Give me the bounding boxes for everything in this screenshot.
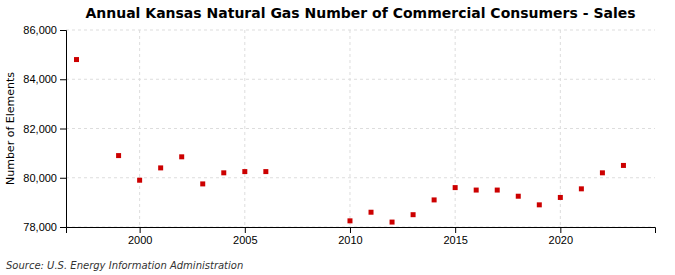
tick-mark (60, 129, 66, 130)
tick-label: 78,000 (23, 221, 57, 233)
point (558, 195, 563, 200)
point (621, 163, 626, 168)
tick-mark (140, 227, 141, 233)
tick-label: 80,000 (23, 172, 57, 184)
point (263, 169, 268, 174)
x-axis: 2000 2005 2010 2015 2020 (67, 227, 656, 246)
chart: 2000 2005 2010 2015 2020 78,000 80,000 82,000 84… (0, 0, 675, 275)
tick: 2010 (338, 227, 362, 246)
points (74, 57, 626, 225)
tick-label: 2010 (338, 234, 362, 246)
grid-line (66, 79, 655, 80)
grid-line (244, 30, 245, 227)
tick-mark (60, 79, 66, 80)
tick-mark (60, 178, 66, 179)
axis-title: Number of Elements (4, 72, 17, 185)
point (74, 57, 79, 62)
grid-line (455, 30, 456, 227)
point (516, 194, 521, 199)
tick-mark (455, 227, 456, 233)
tick-mark (350, 227, 351, 233)
grid-line (66, 30, 655, 31)
point (137, 178, 142, 183)
y-axis: 78,000 80,000 82,000 84,000 86,000 (23, 24, 66, 233)
point (474, 188, 479, 193)
tick-mark (60, 30, 66, 31)
point (411, 212, 416, 217)
tick: 80,000 (23, 172, 66, 184)
point (347, 218, 352, 223)
point (158, 165, 163, 170)
grid-line (66, 128, 655, 129)
point (179, 154, 184, 159)
tick: 82,000 (23, 123, 66, 135)
title: Annual Kansas Natural Gas Number of Comm… (85, 5, 635, 21)
tick-label: 2015 (443, 234, 467, 246)
tick-label: 82,000 (23, 123, 57, 135)
tick-label: 84,000 (23, 73, 57, 85)
tick-label: 86,000 (23, 24, 57, 36)
tick: 2005 (233, 227, 257, 246)
grid-line (139, 30, 140, 227)
tick-mark (60, 227, 66, 228)
point (369, 210, 374, 215)
tick-label: 2005 (233, 234, 257, 246)
point (200, 181, 205, 186)
point (242, 169, 247, 174)
tick: 84,000 (23, 73, 66, 85)
tick-mark (560, 227, 561, 233)
tick: 2000 (128, 227, 152, 246)
tick-label: 2020 (549, 234, 573, 246)
tick: 2020 (549, 227, 573, 246)
point (390, 220, 395, 225)
grid-line (66, 177, 655, 178)
tick: 2015 (443, 227, 467, 246)
point (600, 170, 605, 175)
tick-label: 2000 (128, 234, 152, 246)
tick: 86,000 (23, 24, 66, 36)
point (537, 202, 542, 207)
point (579, 186, 584, 191)
plot: 2000 2005 2010 2015 2020 78,000 80,000 82,000 84… (23, 24, 655, 246)
point (221, 170, 226, 175)
tick-mark (245, 227, 246, 233)
point (432, 197, 437, 202)
grid-line (349, 30, 350, 227)
source: Source: U.S. Energy Information Administ… (6, 260, 243, 271)
tick: 78,000 (23, 221, 66, 233)
point (116, 153, 121, 158)
axis-line (67, 228, 656, 234)
axis-line (60, 31, 67, 228)
point (495, 188, 500, 193)
grid (66, 30, 655, 227)
point (453, 185, 458, 190)
